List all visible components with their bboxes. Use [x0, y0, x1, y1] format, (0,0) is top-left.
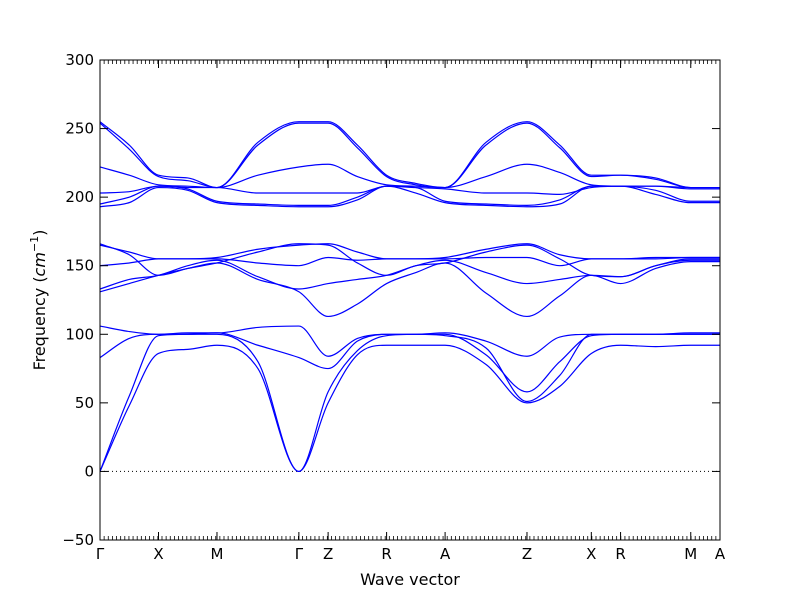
x-tick-label: R — [615, 545, 625, 563]
x-axis-label: Wave vector — [360, 570, 460, 589]
y-tick-label: 150 — [65, 257, 94, 275]
band-line-11 — [99, 185, 720, 206]
x-tick-label: M — [684, 545, 697, 563]
x-tick-label: Γ — [96, 545, 105, 563]
x-tick-label: A — [440, 545, 451, 563]
y-axis-label-exponent: −1 — [28, 236, 41, 252]
y-axis-label-text: Frequency ( — [30, 276, 49, 370]
x-tick-label: Γ — [295, 545, 304, 563]
band-line-9 — [99, 243, 720, 278]
band-line-3 — [99, 332, 720, 403]
band-line-14 — [99, 121, 720, 189]
y-tick-label: 100 — [65, 325, 94, 343]
band-line-4 — [99, 325, 720, 357]
y-axis-label-close: ) — [30, 230, 49, 236]
y-tick-label: 50 — [75, 394, 94, 412]
y-axis-label-unit: cm — [30, 252, 49, 276]
y-tick-label: 300 — [65, 51, 94, 69]
band-line-2 — [99, 333, 720, 473]
x-tick-label: Z — [323, 545, 333, 563]
y-tick-label: 200 — [65, 188, 94, 206]
y-axis-label: Frequency (cm−1) — [28, 230, 49, 371]
series-layer — [99, 121, 720, 473]
y-tick-label: 0 — [84, 462, 94, 480]
x-tick-label: X — [153, 545, 163, 563]
y-ticks: −50 0 50 100 150 200 250 300 — [62, 51, 720, 549]
band-line-15 — [99, 122, 720, 189]
x-tick-label: X — [586, 545, 596, 563]
plot-frame — [99, 59, 721, 541]
band-line-13 — [99, 163, 720, 189]
band-line-5 — [99, 261, 720, 318]
x-tick-label: R — [381, 545, 391, 563]
band-line-10 — [99, 185, 720, 208]
band-line-1 — [99, 344, 720, 473]
x-tick-label: M — [211, 545, 224, 563]
band-line-8 — [99, 243, 720, 260]
y-tick-label: −50 — [62, 531, 94, 549]
x-tick-label: A — [715, 545, 726, 563]
y-tick-label: 250 — [65, 120, 94, 138]
x-tick-label: Z — [522, 545, 532, 563]
